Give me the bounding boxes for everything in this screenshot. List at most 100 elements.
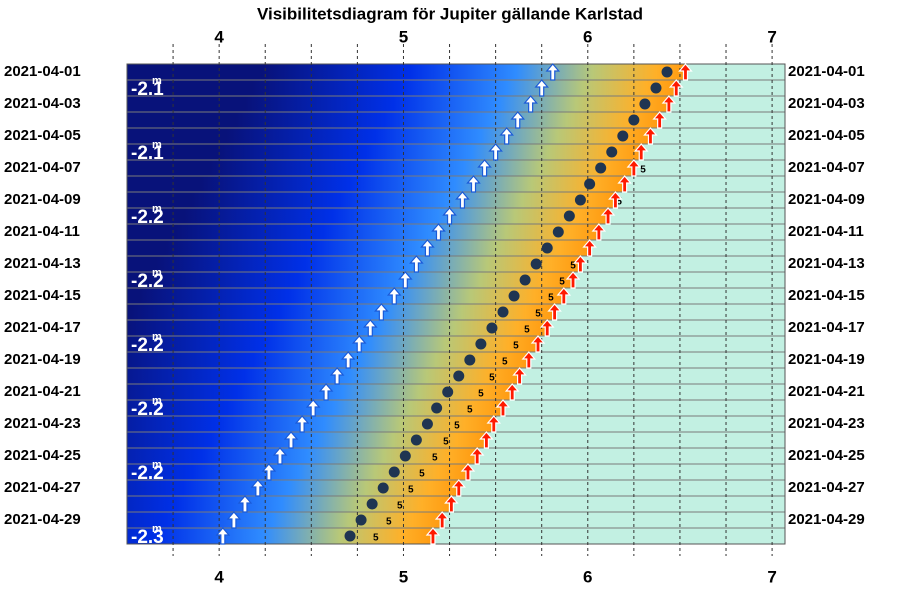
date-label: 2021-04-07: [788, 159, 865, 176]
date-label: 2021-04-13: [788, 255, 865, 272]
day-band: [589, 240, 785, 256]
date-label: 2021-04-21: [788, 383, 865, 400]
day-band: [503, 400, 785, 416]
altitude-label: 5: [467, 405, 473, 416]
magnitude-label: -2.2: [131, 207, 164, 228]
rise-arrow: [374, 303, 389, 321]
magnitude-label: -2.3: [131, 527, 164, 548]
sky-band: [127, 512, 443, 528]
altitude-label: 5: [443, 437, 449, 448]
day-band: [512, 384, 785, 400]
position-dot: [541, 242, 553, 254]
day-band: [650, 128, 785, 144]
sky-band: [127, 288, 564, 304]
altitude-label: 5: [502, 357, 508, 368]
position-dot: [431, 402, 443, 414]
date-label: 2021-04-13: [4, 255, 81, 272]
sky-band: [127, 384, 513, 400]
position-dot: [453, 370, 465, 382]
position-dot: [344, 530, 356, 542]
day-band: [432, 528, 785, 544]
position-dot: [606, 146, 618, 158]
date-label: 2021-04-19: [4, 351, 81, 368]
altitude-label: 5: [640, 165, 646, 176]
altitude-label: 5: [373, 533, 379, 544]
altitude-label: 5: [524, 325, 530, 336]
date-label: 2021-04-27: [788, 479, 865, 496]
date-label: 2021-04-05: [4, 127, 81, 144]
sunrise-arrow: [521, 351, 537, 369]
sky-band: [127, 480, 459, 496]
magnitude-unit: m: [152, 523, 162, 535]
plot-frame: [126, 63, 786, 545]
magnitude-label: -2.2: [131, 463, 164, 484]
sunrise-arrow: [556, 287, 572, 305]
date-label: 2021-04-27: [4, 479, 81, 496]
date-label: 2021-04-25: [788, 447, 865, 464]
sunrise-arrow: [434, 511, 450, 529]
date-label: 2021-04-17: [4, 319, 81, 336]
rise-arrow: [420, 239, 435, 257]
sunrise-arrow: [582, 239, 597, 257]
sunrise-arrow: [547, 303, 562, 321]
position-dot: [661, 66, 673, 78]
position-dot: [574, 194, 586, 206]
sunrise-arrow: [504, 383, 520, 401]
position-dot: [486, 322, 498, 334]
sky-band: [127, 112, 660, 128]
sunrise-arrow: [512, 367, 527, 385]
sunrise-arrow: [591, 223, 607, 241]
rise-arrow: [455, 191, 470, 209]
day-band: [633, 160, 785, 176]
day-band: [676, 80, 785, 96]
magnitude-unit: m: [152, 139, 162, 151]
sunrise-arrow: [444, 495, 459, 513]
rise-arrow: [250, 479, 266, 497]
rise-arrow: [523, 95, 538, 113]
day-band: [519, 368, 785, 384]
x-tick-label: 6: [583, 27, 592, 46]
date-label: 2021-04-19: [788, 351, 865, 368]
rise-arrow: [340, 351, 356, 369]
day-band: [554, 304, 785, 320]
magnitude-unit: m: [152, 267, 162, 279]
sky-band: [127, 176, 625, 192]
x-tick-label: 4: [214, 567, 224, 586]
altitude-label: 5: [432, 453, 438, 464]
x-tick-label: 7: [767, 567, 776, 586]
magnitude-unit: m: [152, 203, 162, 215]
position-dot: [552, 226, 564, 238]
sunrise-arrow: [539, 319, 555, 337]
altitude-label: 5: [419, 469, 425, 480]
altitude-label: 5: [548, 293, 554, 304]
position-dot: [399, 450, 411, 462]
day-band: [442, 512, 785, 528]
rise-arrow: [386, 287, 402, 305]
date-label: 2021-04-01: [788, 63, 865, 80]
sunrise-arrow: [469, 447, 485, 465]
rise-arrow: [272, 447, 288, 465]
position-dot: [497, 306, 509, 318]
sunrise-arrow: [479, 431, 494, 449]
rise-arrow: [318, 383, 334, 401]
sky-band: [127, 160, 634, 176]
rise-arrow: [442, 207, 457, 225]
rise-arrow: [305, 399, 321, 417]
rise-arrow: [215, 527, 231, 545]
position-dot: [464, 354, 476, 366]
sky-band: [127, 304, 555, 320]
sky-band: [127, 336, 539, 352]
position-dot: [421, 418, 433, 430]
altitude-label: 5: [489, 373, 495, 384]
day-band: [458, 480, 785, 496]
date-label: 2021-04-29: [788, 511, 865, 528]
sky-band: [127, 448, 478, 464]
rise-arrow: [409, 255, 424, 273]
sky-band: [127, 240, 590, 256]
position-dot: [366, 498, 378, 510]
sunrise-arrow: [573, 255, 588, 273]
magnitude-unit: m: [152, 331, 162, 343]
magnitude-unit: m: [152, 395, 162, 407]
rise-arrow: [283, 431, 299, 449]
